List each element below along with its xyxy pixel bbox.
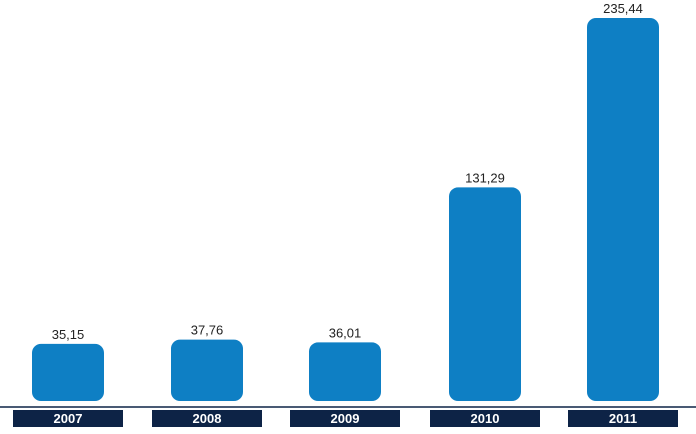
category-label-box-2011 bbox=[568, 410, 678, 427]
category-label-2010: 2010 bbox=[471, 411, 500, 426]
category-label-box-2009 bbox=[290, 410, 400, 427]
bar-2009 bbox=[309, 342, 381, 401]
value-label-2011: 235,44 bbox=[603, 1, 643, 16]
category-label-2008: 2008 bbox=[193, 411, 222, 426]
category-label-box-2010 bbox=[430, 410, 540, 427]
bar-2010 bbox=[449, 187, 521, 401]
bar-2008 bbox=[171, 339, 243, 401]
category-label-box-2007 bbox=[13, 410, 123, 427]
value-label-2009: 36,01 bbox=[329, 325, 362, 340]
category-labels-group: 2007 2008 2009 2010 2011 bbox=[13, 410, 678, 427]
value-label-2008: 37,76 bbox=[191, 323, 224, 338]
category-label-2007: 2007 bbox=[54, 411, 83, 426]
value-label-2010: 131,29 bbox=[465, 170, 505, 185]
bar-2007 bbox=[32, 343, 104, 401]
value-label-2007: 35,15 bbox=[52, 327, 85, 342]
category-label-2009: 2009 bbox=[331, 411, 360, 426]
category-label-2011: 2011 bbox=[609, 411, 637, 426]
category-label-box-2008 bbox=[152, 410, 262, 427]
bars-group: 35,15 37,76 36,01 131,29 235,44 bbox=[32, 1, 659, 401]
bar-2011 bbox=[587, 18, 659, 401]
